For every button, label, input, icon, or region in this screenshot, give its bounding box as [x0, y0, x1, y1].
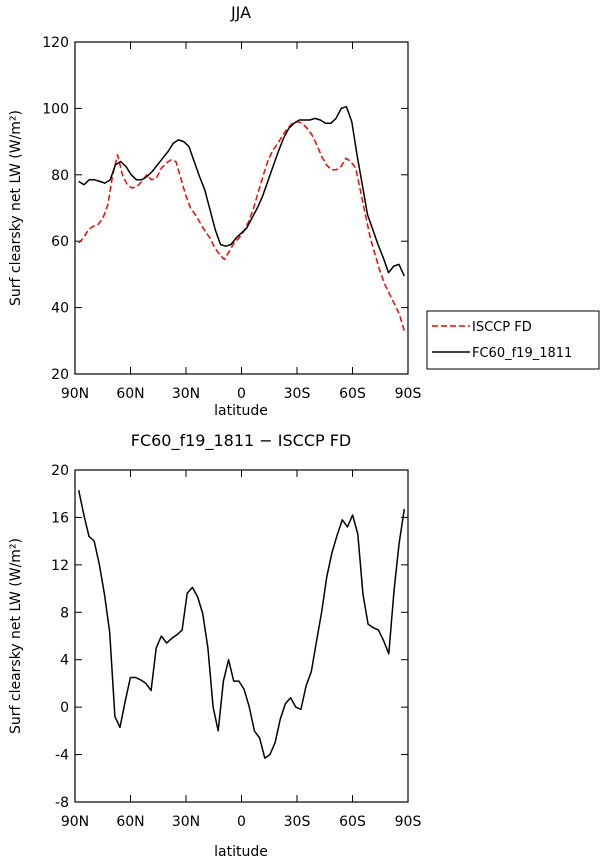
x-tick-label: 30N	[172, 814, 200, 830]
y-axis-label: Surf clearsky net LW (W/m²)	[8, 538, 24, 734]
x-tick-label: 0	[237, 386, 246, 402]
y-tick-label: 12	[51, 558, 69, 574]
x-axis-label: latitude	[214, 844, 268, 860]
chart-title: JJA	[230, 3, 251, 22]
y-tick-label: 16	[51, 510, 69, 526]
legend-label-isccp-fd: ISCCP FD	[472, 320, 532, 335]
chart-title: FC60_f19_1811 − ISCCP FD	[131, 431, 352, 451]
y-tick-label: 40	[51, 301, 69, 317]
series-lines	[77, 490, 406, 759]
y-tick-label: 0	[60, 700, 69, 716]
plot-frame	[74, 469, 409, 803]
x-tick-label: 60S	[339, 814, 366, 830]
y-axis: -8 -4 0 4 8 12 16 20	[51, 463, 408, 811]
y-axis-label: Surf clearsky net LW (W/m²)	[8, 110, 24, 306]
top-panel: JJA 20 40 60 80 100 120 90N 60N 30N 0 30S 60S 90S l…	[8, 3, 421, 419]
series-lines	[78, 105, 406, 332]
y-tick-label: 120	[42, 35, 69, 51]
plot-frame	[74, 41, 409, 375]
x-tick-label: 30S	[284, 386, 311, 402]
x-tick-label: 60S	[339, 386, 366, 402]
x-tick-label: 30N	[172, 386, 200, 402]
legend: ISCCP FD FC60_f19_1811	[426, 310, 600, 370]
x-axis: 90N 60N 30N 0 30S 60S 90S	[61, 470, 422, 830]
y-tick-label: 8	[60, 605, 69, 621]
x-tick-label: 90S	[395, 386, 422, 402]
x-tick-label: 30S	[284, 814, 311, 830]
x-tick-label: 90S	[395, 814, 422, 830]
series-line-0	[77, 490, 406, 759]
y-axis: 20 40 60 80 100 120	[42, 35, 408, 383]
y-tick-label: 100	[42, 101, 69, 117]
bottom-panel: FC60_f19_1811 − ISCCP FD -8 -4 0 4 8 12 16 20 9…	[8, 431, 421, 860]
x-tick-label: 60N	[116, 814, 144, 830]
x-tick-label: 0	[237, 814, 246, 830]
y-tick-label: 80	[51, 168, 69, 184]
x-tick-label: 90N	[61, 386, 89, 402]
series-line-1	[78, 105, 405, 277]
y-tick-label: 20	[51, 463, 69, 479]
y-tick-label: -8	[55, 795, 69, 811]
series-line-0	[78, 120, 406, 332]
x-tick-label: 60N	[116, 386, 144, 402]
legend-label-fc60: FC60_f19_1811	[472, 346, 572, 361]
y-tick-label: 60	[51, 234, 69, 250]
legend-box	[426, 310, 600, 370]
y-tick-label: 20	[51, 367, 69, 383]
x-axis: 90N 60N 30N 0 30S 60S 90S	[61, 42, 422, 402]
y-tick-label: 4	[60, 653, 69, 669]
x-tick-label: 90N	[61, 814, 89, 830]
x-axis-label: latitude	[214, 403, 268, 419]
y-tick-label: -4	[55, 748, 69, 764]
